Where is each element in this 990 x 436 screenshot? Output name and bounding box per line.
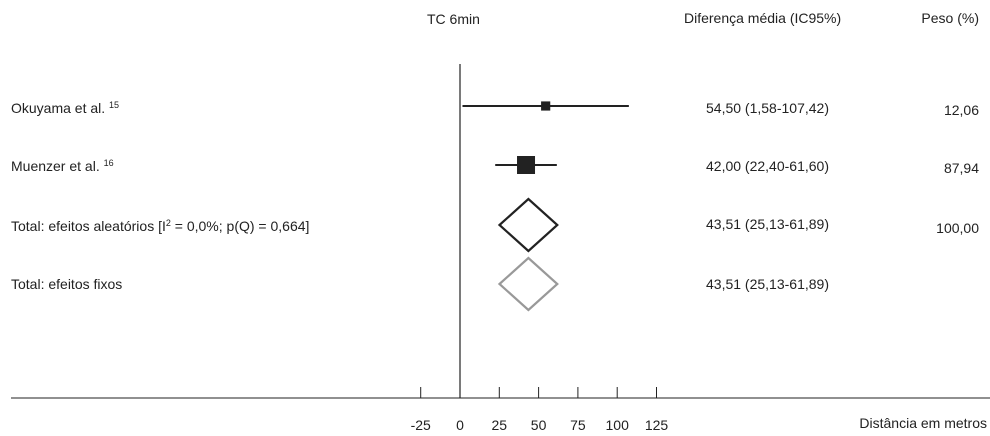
study-square	[541, 101, 551, 111]
study-label-okuyama: Okuyama et al. 15	[11, 100, 119, 116]
x-tick-label: -25	[411, 417, 431, 433]
x-tick-label: 0	[456, 417, 464, 433]
study-ref: 16	[103, 158, 114, 168]
x-tick-label: 125	[645, 417, 669, 433]
x-tick-label: 100	[606, 417, 630, 433]
heterogeneity-text: = 0,0%; p(Q) = 0,664]	[170, 218, 310, 234]
study-ref: 15	[109, 100, 120, 110]
fixed-effect-diamond	[497, 256, 559, 312]
study-label-muenzer: Muenzer et al. 16	[11, 158, 114, 174]
weight-column-header: Peso (%)	[921, 10, 979, 26]
study-name: Okuyama et al.	[11, 100, 106, 116]
x-axis-label: Distância em metros	[859, 415, 987, 431]
x-tick-label: 25	[492, 417, 508, 433]
pooled-label-random: Total: efeitos aleatórios [I2 = 0,0%; p(…	[11, 218, 309, 234]
pooled-label-fixed: Total: efeitos fixos	[11, 276, 123, 292]
x-tick-label: 75	[570, 417, 586, 433]
chart-title: TC 6min	[427, 11, 480, 27]
ci-text-muenzer: 42,00 (22,40-61,60)	[706, 158, 829, 174]
random-effect-diamond	[497, 197, 559, 253]
ci-text-fixed: 43,51 (25,13-61,89)	[706, 276, 829, 292]
ci-text-random: 43,51 (25,13-61,89)	[706, 216, 829, 232]
pooled-name: Total: efeitos aleatórios [I	[11, 218, 166, 234]
weight-random: 100,00	[936, 220, 979, 236]
x-tick-label: 50	[531, 417, 547, 433]
i2-superscript: 2	[165, 218, 171, 228]
study-name: Muenzer et al.	[11, 158, 100, 174]
effect-column-header: Diferença média (IC95%)	[684, 10, 842, 26]
weight-muenzer: 87,94	[943, 160, 979, 176]
weight-okuyama: 12,06	[943, 102, 979, 118]
ci-text-okuyama: 54,50 (1,58-107,42)	[706, 100, 829, 116]
study-square	[517, 156, 536, 174]
